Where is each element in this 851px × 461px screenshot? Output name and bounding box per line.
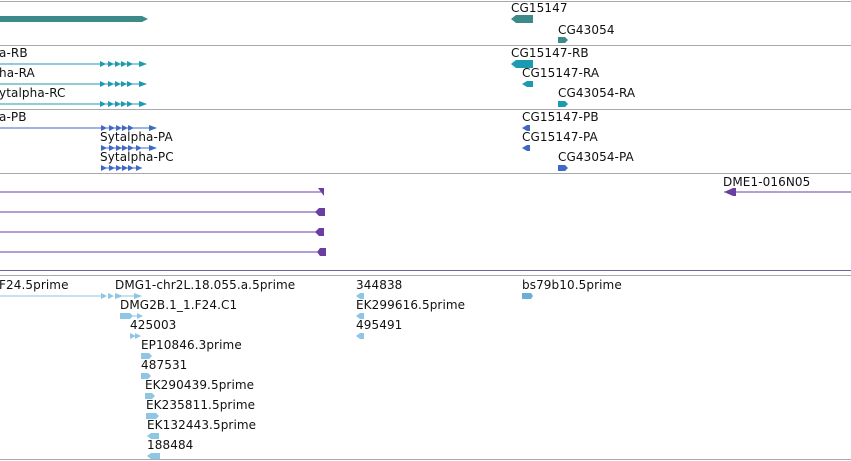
clone-feature[interactable] — [0, 248, 326, 256]
est-feature[interactable] — [145, 393, 155, 399]
transcript-label[interactable]: CG15147-PA — [522, 130, 598, 144]
transcript-label[interactable]: CG43054-RA — [558, 86, 636, 100]
est-feature[interactable] — [141, 353, 152, 359]
transcript-track-a — [0, 60, 568, 107]
transcript-feature[interactable] — [511, 60, 533, 68]
est-label[interactable]: DMG1-chr2L.18.055.a.5prime — [115, 278, 296, 292]
transcript-label[interactable]: ha-RA — [0, 66, 35, 80]
clone-feature[interactable] — [0, 228, 324, 236]
est-feature[interactable] — [120, 313, 143, 319]
transcript-label[interactable]: a-PB — [0, 110, 27, 124]
est-label[interactable]: EK299616.5prime — [356, 298, 466, 312]
transcript-label[interactable]: a-RB — [0, 46, 28, 60]
est-feature[interactable] — [356, 293, 364, 299]
est-feature[interactable] — [146, 413, 159, 419]
transcript-feature[interactable] — [558, 165, 568, 171]
transcript-label[interactable]: CG15147-RB — [511, 46, 589, 60]
clone-label[interactable]: DME1-016N05 — [723, 175, 811, 189]
clone-track — [0, 188, 851, 256]
est-feature[interactable] — [356, 333, 364, 339]
transcript-feature[interactable] — [101, 145, 157, 151]
gene-feature[interactable] — [0, 16, 148, 22]
transcript-label[interactable]: Sytalpha-PA — [100, 130, 173, 144]
est-label[interactable]: EK235811.5prime — [146, 398, 256, 412]
est-label[interactable]: EP10846.3prime — [141, 338, 242, 352]
transcript-label[interactable]: ytalpha-RC — [0, 86, 66, 100]
clone-feature[interactable] — [724, 188, 851, 196]
est-feature[interactable] — [115, 293, 142, 299]
est-label[interactable]: EK290439.5prime — [145, 378, 255, 392]
est-feature[interactable] — [147, 453, 160, 459]
est-label[interactable]: 344838 — [356, 278, 403, 292]
transcript-feature[interactable] — [101, 165, 142, 171]
est-feature[interactable] — [130, 333, 141, 339]
est-label[interactable]: bs79b10.5prime — [522, 278, 622, 292]
est-feature[interactable] — [356, 313, 364, 319]
transcript-feature[interactable] — [0, 125, 157, 131]
est-feature[interactable] — [522, 293, 533, 299]
transcript-feature[interactable] — [0, 81, 147, 87]
transcript-feature[interactable] — [0, 101, 147, 107]
gene-feature[interactable] — [558, 37, 568, 43]
transcript-feature[interactable] — [522, 145, 530, 151]
est-label[interactable]: F24.5prime — [0, 278, 69, 292]
transcript-feature[interactable] — [558, 101, 568, 107]
transcript-label[interactable]: Sytalpha-PC — [100, 150, 174, 164]
est-feature[interactable] — [141, 373, 151, 379]
gene-track — [0, 15, 568, 43]
transcript-label[interactable]: CG15147-RA — [522, 66, 600, 80]
clone-feature[interactable] — [0, 188, 324, 196]
transcript-feature[interactable] — [0, 61, 147, 67]
est-label[interactable]: 425003 — [130, 318, 177, 332]
transcript-track-b — [0, 125, 568, 171]
transcript-feature[interactable] — [522, 125, 530, 131]
gene-label[interactable]: CG43054 — [558, 23, 615, 37]
transcript-label[interactable]: CG15147-PB — [522, 110, 599, 124]
est-track — [0, 293, 533, 459]
est-label[interactable]: DMG2B.1_1.F24.C1 — [120, 298, 238, 312]
est-label[interactable]: EK132443.5prime — [147, 418, 257, 432]
transcript-feature[interactable] — [522, 81, 533, 87]
gene-feature[interactable] — [511, 15, 533, 23]
est-label[interactable]: 188484 — [147, 438, 194, 452]
gene-label[interactable]: CG15147 — [511, 1, 568, 15]
est-label[interactable]: 487531 — [141, 358, 188, 372]
transcript-label[interactable]: CG43054-PA — [558, 150, 634, 164]
est-feature[interactable] — [147, 433, 159, 439]
clone-feature[interactable] — [0, 208, 325, 216]
est-feature[interactable] — [0, 293, 114, 299]
est-label[interactable]: 495491 — [356, 318, 403, 332]
